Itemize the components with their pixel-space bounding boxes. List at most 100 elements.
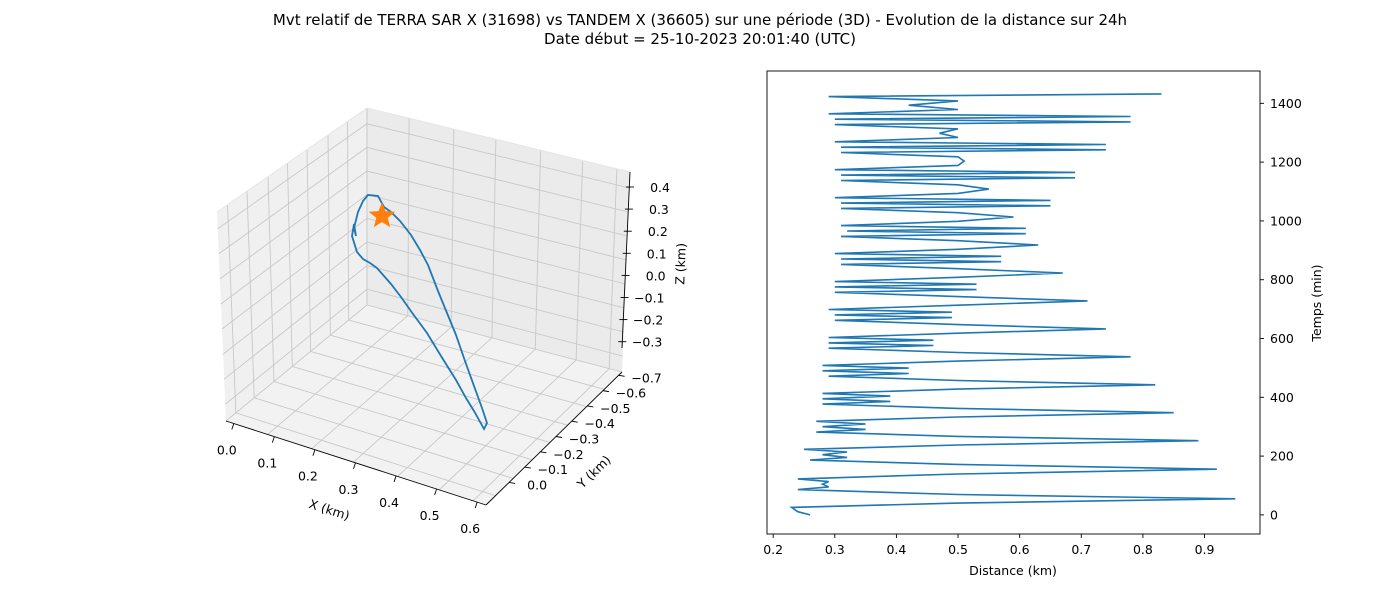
grid-line: [575, 160, 584, 360]
y-tick-label: 1000: [1270, 213, 1302, 228]
x-axis-label: X (km): [307, 496, 351, 523]
grid-line: [225, 304, 368, 422]
x-axis-line: [225, 420, 487, 506]
grid-line: [353, 337, 493, 463]
x-tick-label: 0.5: [948, 542, 968, 557]
x-tick-mark: [231, 423, 235, 430]
grid-line: [246, 191, 255, 398]
trajectory-line-3d: [351, 194, 488, 431]
grid-line: [366, 304, 623, 373]
y-tick-mark: [540, 451, 547, 454]
y-axis-ticks: 0.0−0.1−0.2−0.3−0.4−0.5−0.6−0.7: [509, 370, 662, 492]
z-tick-label: −0.3: [632, 335, 662, 350]
y-tick-mark: [509, 481, 516, 484]
grid-line: [472, 368, 610, 502]
x-tick-label: 0.6: [1010, 542, 1030, 557]
x-tick-label: 0.7: [1071, 542, 1091, 557]
y-tick-label: −0.5: [600, 401, 630, 416]
x-axis-ticks: 0.0 0.1 0.2 0.3 0.4 0.5 0.6: [217, 423, 480, 536]
x-axis-ticks: 0.2 0.3 0.4 0.5 0.6 0.7 0.8 0.9: [763, 534, 1215, 557]
grid-line: [327, 135, 331, 336]
y-tick-mark: [602, 390, 610, 393]
x-tick-mark: [271, 436, 275, 443]
y-tick-label: −0.7: [631, 370, 661, 385]
x-axis-label: Distance (km): [969, 563, 1057, 578]
pane-edge: [216, 107, 631, 213]
grid-line: [218, 146, 629, 255]
grid-line: [221, 217, 626, 330]
z-axis-line: [621, 171, 631, 349]
y-tick-label: 1200: [1270, 155, 1302, 170]
x-tick-label: 0.0: [217, 443, 237, 458]
grid-line: [235, 412, 496, 497]
y-tick-label: 0.0: [527, 477, 547, 492]
y-tick-mark: [555, 436, 563, 438]
z-axis-label: Z (km): [672, 243, 688, 285]
grid-line: [491, 139, 497, 338]
grid-line: [267, 176, 275, 382]
y-axis-ticks: 0 200 400 600 800 1000 1200 1400: [1260, 96, 1302, 522]
grid-line: [219, 170, 628, 280]
x-tick-label: 0.2: [763, 542, 783, 557]
x-tick-label: 0.1: [257, 456, 277, 471]
y-axis-label: Temps (min): [1309, 264, 1324, 342]
figure-title-line1: Mvt relatif de TERRA SAR X (31698) vs TA…: [273, 11, 1127, 29]
z-tick-label: 0.1: [647, 246, 667, 261]
z-tick-label: 0.0: [646, 268, 666, 283]
grid-line: [287, 163, 293, 367]
x-tick-label: 0.5: [420, 508, 440, 523]
z-tick-label: −0.1: [634, 291, 664, 306]
trajectory-3d-plot: 0.00.10.20.30.40.50.6 X (km) 0.0−0.1−0.2…: [216, 107, 689, 536]
grid-line: [222, 241, 625, 355]
x-tick-label: 0.3: [825, 542, 845, 557]
grid-line: [608, 168, 618, 369]
x-tick-label: 0.6: [460, 521, 480, 536]
x-tick-mark: [393, 475, 397, 483]
x-tick-mark: [353, 462, 356, 469]
x-tick-label: 0.4: [886, 542, 906, 557]
grid-3d: [217, 108, 630, 502]
grid-line: [407, 118, 410, 316]
x-tick-label: 0.4: [379, 495, 399, 510]
grid-line: [224, 288, 623, 405]
figure-title-line2: Date début = 25-10-2023 20:01:40 (UTC): [544, 30, 856, 48]
grid-line: [273, 381, 533, 461]
y-tick-mark: [618, 374, 625, 377]
grid-line: [534, 150, 542, 350]
y-tick-label: 600: [1270, 331, 1294, 346]
grid-line: [311, 326, 452, 450]
x-tick-label: 0.3: [339, 482, 359, 497]
grid-line: [227, 204, 237, 413]
z-tick-label: 0.2: [648, 224, 668, 239]
grid-line: [450, 129, 455, 328]
y-tick-mark: [571, 420, 578, 423]
y-tick-label: 800: [1270, 272, 1294, 287]
y-tick-label: −0.3: [569, 432, 599, 447]
grid-line: [267, 315, 409, 435]
y-tick-label: 0: [1270, 507, 1278, 522]
grid-line: [306, 149, 312, 352]
grid-line: [397, 348, 536, 477]
y-tick-label: −0.6: [616, 386, 646, 401]
z-tick-label: 0.4: [650, 180, 670, 195]
grid-line: [254, 397, 514, 479]
y-axis-line: [485, 371, 623, 506]
y-tick-label: −0.1: [538, 462, 568, 477]
z-tick-label: −0.2: [633, 313, 663, 328]
z-tick-label: 0.3: [649, 202, 669, 217]
x-tick-mark: [434, 488, 438, 496]
x-tick-label: 0.2: [298, 469, 318, 484]
grid-line: [223, 265, 624, 380]
z-axis-ticks: 0.4 0.3 0.2 0.1 0.0 −0.1 −0.2 −0.3: [618, 180, 670, 350]
grid-line: [347, 121, 350, 321]
grid-line: [310, 350, 568, 426]
grid-line: [438, 359, 577, 491]
plot-area: [766, 70, 1261, 535]
grid-line: [220, 194, 627, 305]
x-tick-label: 0.9: [1195, 542, 1215, 557]
grid-line: [330, 334, 587, 408]
grid-line: [292, 366, 551, 443]
y-tick-mark: [524, 466, 531, 469]
y-tick-label: −0.2: [553, 447, 583, 462]
